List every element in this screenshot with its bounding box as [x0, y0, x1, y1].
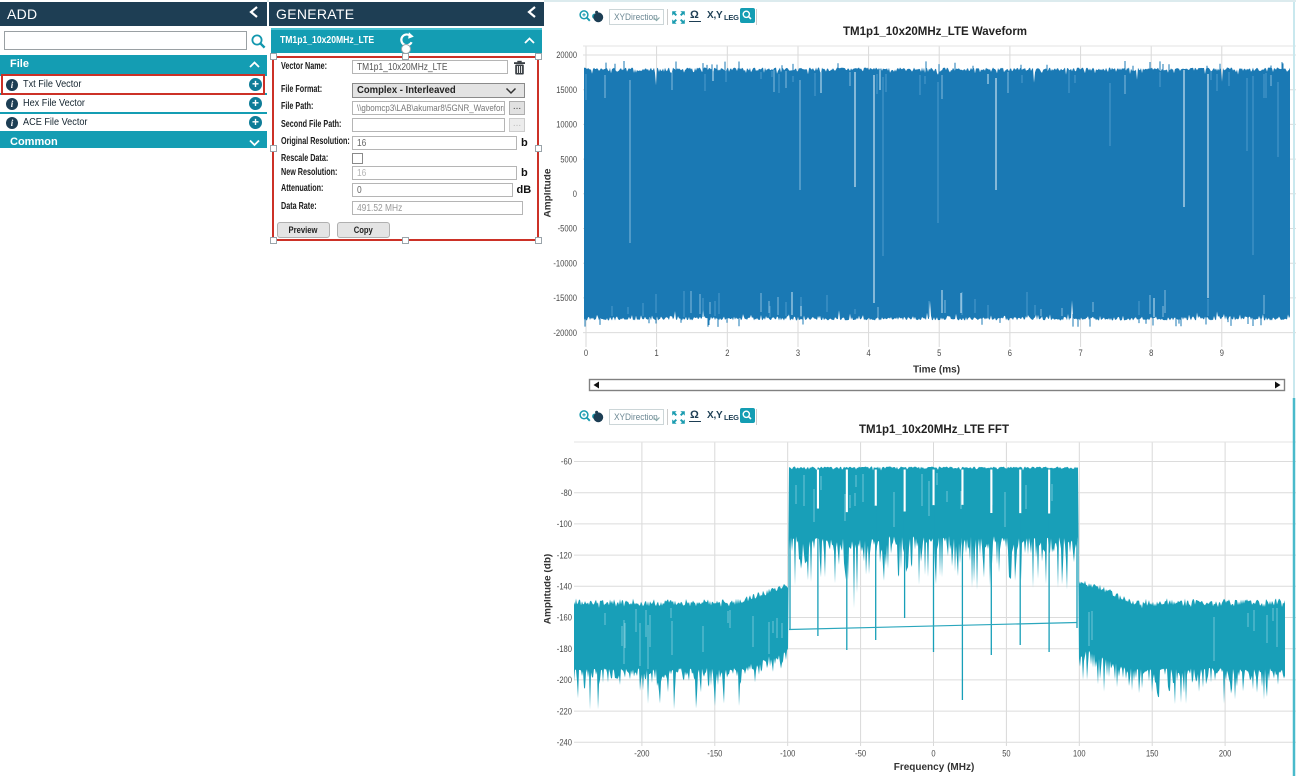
svg-text:TM1p1_10x20MHz_LTE FFT: TM1p1_10x20MHz_LTE FFT — [859, 424, 1009, 436]
svg-text:-15000: -15000 — [553, 293, 577, 303]
svg-text:-240: -240 — [557, 738, 572, 748]
svg-text:-20000: -20000 — [553, 328, 577, 338]
svg-text:1: 1 — [655, 348, 659, 358]
svg-text:150: 150 — [1146, 749, 1159, 759]
svg-text:200: 200 — [1219, 749, 1232, 759]
svg-text:6: 6 — [1008, 348, 1012, 358]
svg-text:0: 0 — [584, 348, 588, 358]
svg-text:7: 7 — [1078, 348, 1082, 358]
svg-text:-200: -200 — [634, 749, 649, 759]
svg-text:-140: -140 — [557, 582, 572, 592]
svg-text:-100: -100 — [780, 749, 795, 759]
svg-text:-160: -160 — [557, 613, 572, 623]
svg-text:10000: 10000 — [556, 120, 577, 130]
svg-text:-80: -80 — [561, 488, 572, 498]
svg-text:5: 5 — [937, 348, 941, 358]
svg-text:-220: -220 — [557, 706, 572, 716]
svg-text:15000: 15000 — [556, 85, 577, 95]
svg-text:50: 50 — [1002, 749, 1010, 759]
svg-text:-100: -100 — [557, 519, 572, 529]
svg-text:-120: -120 — [557, 550, 572, 560]
svg-text:4: 4 — [867, 348, 871, 358]
svg-text:-150: -150 — [707, 749, 722, 759]
svg-text:0: 0 — [573, 189, 577, 199]
svg-text:-10000: -10000 — [553, 258, 577, 268]
svg-text:-5000: -5000 — [558, 224, 577, 234]
svg-text:100: 100 — [1073, 749, 1086, 759]
svg-text:-50: -50 — [855, 749, 866, 759]
svg-text:Frequency (MHz): Frequency (MHz) — [894, 762, 975, 773]
svg-text:-200: -200 — [557, 675, 572, 685]
svg-text:Amplitude (db): Amplitude (db) — [544, 554, 554, 625]
svg-text:3: 3 — [796, 348, 800, 358]
svg-text:-180: -180 — [557, 644, 572, 654]
svg-text:5000: 5000 — [560, 154, 577, 164]
svg-text:8: 8 — [1149, 348, 1153, 358]
svg-text:2: 2 — [725, 348, 729, 358]
svg-text:0: 0 — [931, 749, 935, 759]
svg-text:TM1p1_10x20MHz_LTE Waveform: TM1p1_10x20MHz_LTE Waveform — [843, 26, 1027, 38]
svg-text:Time (ms): Time (ms) — [913, 365, 960, 376]
svg-text:9: 9 — [1220, 348, 1224, 358]
svg-text:Amplitude: Amplitude — [544, 168, 554, 217]
svg-text:20000: 20000 — [556, 50, 577, 60]
svg-text:-60: -60 — [561, 457, 572, 467]
